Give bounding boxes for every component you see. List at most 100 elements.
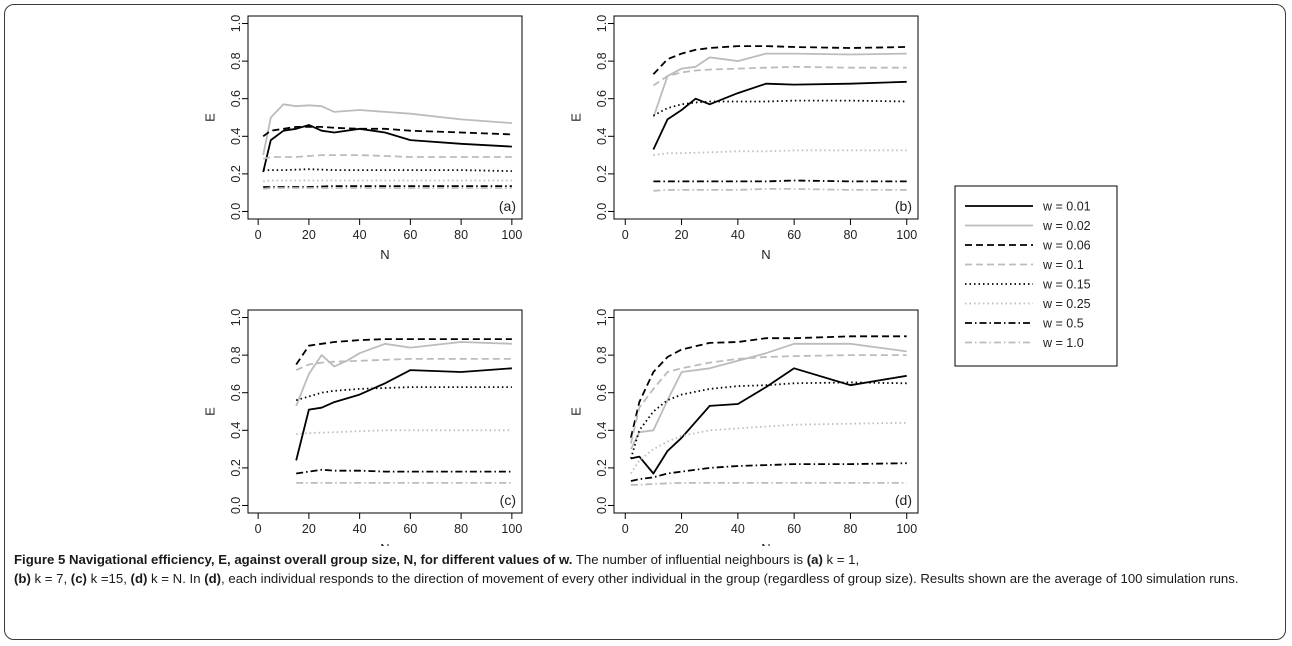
- panel-c: 0 20 40 60 80 100 0.0 0.2 0.4 0.6 0.8 1.0 N E (c): [203, 309, 523, 546]
- x-axis-label: N: [380, 247, 389, 262]
- caption-text-d: k = N. In: [147, 571, 205, 586]
- series-line-w0-1: [262, 154, 512, 160]
- legend-box: [954, 185, 1118, 367]
- series-line-w0-25: [296, 429, 512, 435]
- x-tick-label: 60: [403, 228, 417, 242]
- x-tick-label: 100: [501, 228, 522, 242]
- y-axis-label: E: [203, 113, 218, 122]
- y-tick-label: 1.0: [595, 15, 609, 32]
- caption-text-a: k = 1,: [822, 552, 860, 567]
- series-line-w0-25: [263, 179, 512, 183]
- series-line-w0-15: [263, 168, 512, 172]
- y-tick-label: 0.0: [595, 497, 609, 514]
- x-tick-label: 100: [896, 522, 917, 536]
- y-tick-label: 0.6: [229, 90, 243, 107]
- series-line-w0-5: [630, 462, 907, 482]
- y-tick-label: 0.8: [595, 346, 609, 363]
- x-tick-label: 60: [787, 228, 801, 242]
- legend-label: w = 1.0: [1042, 336, 1084, 350]
- caption-text-c: k =15,: [86, 571, 131, 586]
- x-tick-label: 20: [302, 522, 316, 536]
- legend: w = 0.01 w = 0.02 w = 0.06 w = 0.1 w = 0.15 w…: [954, 185, 1118, 367]
- x-axis-label: N: [380, 541, 389, 546]
- series-line-w0-5: [296, 468, 512, 475]
- series-line-w0-15: [630, 381, 907, 459]
- caption-ref-b: (b): [14, 571, 31, 586]
- x-tick-label: 80: [454, 522, 468, 536]
- caption-ref-c: (c): [70, 571, 87, 586]
- series-line-w0-01: [630, 367, 907, 475]
- plot-border: [247, 309, 523, 514]
- caption-text-1: The number of influential neighbours is: [572, 552, 807, 567]
- y-tick-label: 0.4: [229, 422, 243, 439]
- series-line-w0-1: [295, 357, 512, 371]
- series-line-w0-06: [652, 45, 907, 75]
- series-line-w0-06: [262, 126, 512, 138]
- series-line-w0-06: [630, 335, 907, 439]
- series-line-w1-0: [263, 187, 512, 190]
- caption-ref-a: (a): [806, 552, 823, 567]
- y-tick-label: 0.0: [595, 203, 609, 220]
- series-line-w0-25: [630, 421, 907, 474]
- x-tick-label: 60: [403, 522, 417, 536]
- y-tick-label: 0.8: [229, 346, 243, 363]
- y-axis-label: E: [203, 407, 218, 416]
- y-tick-label: 0.4: [595, 128, 609, 145]
- y-tick-label: 0.6: [595, 384, 609, 401]
- y-tick-label: 0.2: [595, 165, 609, 182]
- series-line-w0-15: [652, 99, 907, 117]
- series-line-w1-0: [630, 481, 907, 486]
- series-line-w0-1: [652, 65, 907, 87]
- y-tick-label: 0.8: [595, 52, 609, 69]
- caption-text-2: , each individual responds to the direct…: [221, 571, 1239, 586]
- plot-border: [613, 15, 919, 220]
- panel-label: (c): [500, 492, 516, 508]
- caption-ref-d2: (d): [204, 571, 222, 586]
- caption-text-b: k = 7,: [30, 571, 71, 586]
- panel-b: 0 20 40 60 80 100 0.0 0.2 0.4 0.6 0.8 1.0 N E (b): [569, 15, 919, 262]
- x-tick-label: 20: [675, 228, 689, 242]
- panel-a: 0 20 40 60 80 100 0.0 0.2 0.4 0.6 0.8 1.0 N E (a): [203, 15, 523, 262]
- series-line-w0-5: [263, 185, 512, 188]
- x-tick-label: 0: [622, 228, 629, 242]
- x-tick-label: 0: [622, 522, 629, 536]
- y-tick-label: 0.4: [229, 128, 243, 145]
- x-tick-label: 40: [353, 522, 367, 536]
- x-tick-label: 20: [302, 228, 316, 242]
- plot-border: [613, 309, 919, 514]
- series-line-w0-1: [630, 354, 907, 444]
- y-tick-label: 0.6: [229, 384, 243, 401]
- series-line-w0-01: [262, 124, 512, 173]
- x-tick-label: 100: [896, 228, 917, 242]
- y-tick-label: 0.0: [229, 497, 243, 514]
- y-axis-label: E: [569, 407, 584, 416]
- x-tick-label: 80: [454, 228, 468, 242]
- x-tick-label: 80: [843, 522, 857, 536]
- y-tick-label: 0.4: [595, 422, 609, 439]
- legend-label: w = 0.02: [1042, 219, 1091, 233]
- legend-label: w = 0.15: [1042, 278, 1091, 292]
- series-line-w0-02: [652, 52, 907, 118]
- x-tick-label: 0: [255, 522, 262, 536]
- series-line-w0-01: [652, 80, 907, 150]
- series-line-w0-01: [295, 367, 512, 461]
- x-tick-label: 100: [501, 522, 522, 536]
- series-line-w1-0: [653, 187, 907, 192]
- caption-ref-d: (d): [130, 571, 148, 586]
- panel-label: (b): [895, 198, 912, 214]
- panel-label: (d): [895, 492, 912, 508]
- y-tick-label: 0.6: [595, 90, 609, 107]
- x-axis-label: N: [761, 247, 770, 262]
- legend-label: w = 0.25: [1042, 297, 1091, 311]
- plot-border: [247, 15, 523, 220]
- figure-caption: Figure 5 Navigational efficiency, E, aga…: [14, 550, 1274, 588]
- x-tick-label: 40: [731, 228, 745, 242]
- x-tick-label: 20: [675, 522, 689, 536]
- series-line-w0-02: [630, 342, 907, 450]
- y-tick-label: 0.0: [229, 203, 243, 220]
- series-line-w0-15: [295, 386, 512, 402]
- panel-label: (a): [499, 198, 516, 214]
- legend-label: w = 0.1: [1042, 258, 1084, 272]
- y-tick-label: 1.0: [595, 309, 609, 326]
- x-tick-label: 80: [843, 228, 857, 242]
